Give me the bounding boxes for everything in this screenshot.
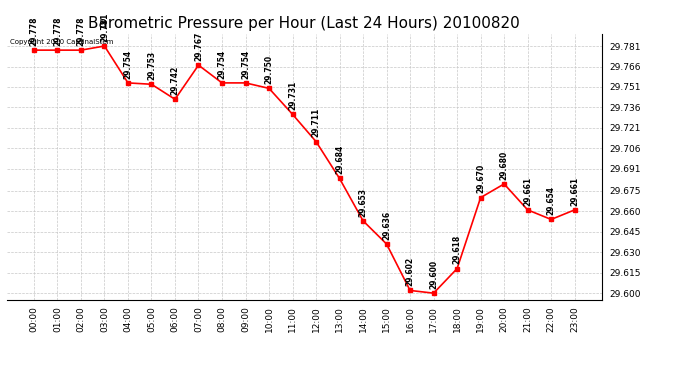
- Text: 29.600: 29.600: [429, 260, 438, 289]
- Text: 29.754: 29.754: [124, 50, 132, 79]
- Text: 29.654: 29.654: [546, 186, 555, 215]
- Text: 29.711: 29.711: [312, 108, 321, 138]
- Text: 29.653: 29.653: [359, 188, 368, 217]
- Text: 29.753: 29.753: [147, 51, 156, 80]
- Text: Copyright 2010 CardinalStem: Copyright 2010 CardinalStem: [10, 39, 113, 45]
- Text: 29.684: 29.684: [335, 145, 344, 174]
- Text: 29.680: 29.680: [500, 150, 509, 180]
- Text: 29.661: 29.661: [523, 177, 532, 206]
- Text: 29.602: 29.602: [406, 257, 415, 286]
- Text: 29.778: 29.778: [30, 16, 39, 46]
- Text: 29.754: 29.754: [241, 50, 250, 79]
- Text: 29.767: 29.767: [194, 32, 203, 61]
- Text: 29.742: 29.742: [170, 66, 179, 95]
- Text: 29.731: 29.731: [288, 81, 297, 110]
- Text: 29.754: 29.754: [217, 50, 226, 79]
- Title: Barometric Pressure per Hour (Last 24 Hours) 20100820: Barometric Pressure per Hour (Last 24 Ho…: [88, 16, 520, 31]
- Text: 29.781: 29.781: [100, 12, 109, 42]
- Text: 29.778: 29.778: [53, 16, 62, 46]
- Text: 29.636: 29.636: [382, 211, 391, 240]
- Text: 29.778: 29.778: [77, 16, 86, 46]
- Text: 29.750: 29.750: [264, 55, 273, 84]
- Text: 29.670: 29.670: [476, 164, 485, 194]
- Text: 29.618: 29.618: [453, 235, 462, 264]
- Text: 29.661: 29.661: [570, 177, 579, 206]
